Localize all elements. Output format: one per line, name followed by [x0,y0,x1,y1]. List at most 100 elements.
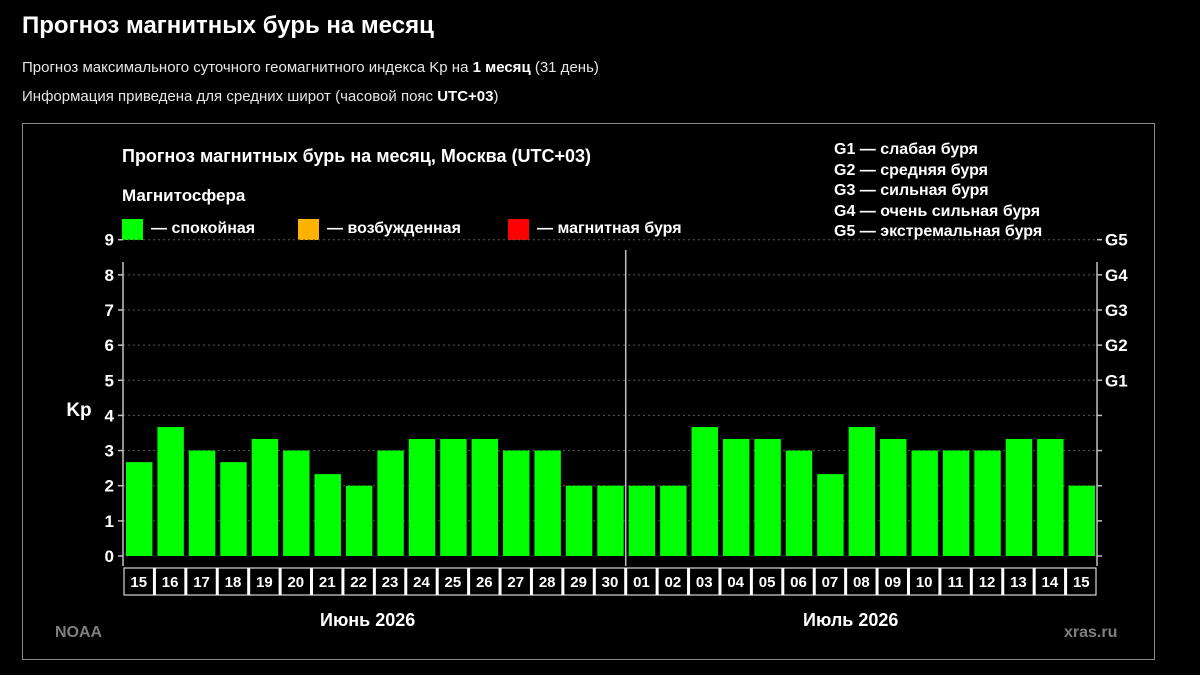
subtitle-forecast-prefix: Прогноз максимального суточного геомагни… [22,59,473,76]
date-cell-29 [1004,568,1033,595]
y-tick-label-7: 7 [105,301,114,320]
y-tick-label-5: 5 [105,371,114,390]
bar-25 [880,438,907,556]
bar-26 [911,450,938,556]
bar-9 [377,450,404,556]
legend-label-storm: — магнитная буря [537,220,682,237]
x-tick-label-7: 21 [319,574,336,591]
x-tick-label-15: 29 [570,574,587,591]
x-tick-label-31: 15 [1073,574,1090,591]
date-cell-26 [909,568,939,595]
date-cell-3 [187,568,216,595]
date-cell-12 [470,568,499,595]
g-tick-label-g5: G5 [1105,231,1128,250]
x-tick-label-26: 10 [916,574,933,591]
x-tick-label-8: 22 [350,574,367,591]
date-cell-25 [878,568,907,595]
date-cell-21 [752,568,782,595]
date-cell-15 [564,568,593,595]
date-cell-11 [438,568,468,595]
x-tick-label-3: 17 [193,574,210,591]
date-cell-30 [1035,568,1065,595]
subtitle-timezone: Информация приведена для средних широт (… [22,88,498,105]
date-cell-31 [1067,568,1096,595]
bar-29 [1005,438,1033,556]
date-cell-13 [501,568,530,595]
bar-6 [283,450,310,556]
date-cell-22 [784,568,813,595]
date-cell-1 [124,568,153,595]
bar-18 [660,485,687,556]
x-tick-label-17: 01 [633,574,650,591]
x-tick-label-23: 07 [822,574,839,591]
date-cell-27 [941,568,970,595]
x-tick-label-11: 25 [445,574,462,591]
g-scale-item-g4: G4 — очень сильная буря [834,202,1041,220]
date-cell-20 [721,568,750,595]
x-tick-label-19: 03 [696,574,713,591]
date-cell-5 [250,568,279,595]
g-scale-item-g1: G1 — слабая буря [834,141,979,158]
date-cell-6 [281,568,311,595]
subtitle-forecast-suffix: (31 день) [530,59,599,76]
legend-item-calm: — спокойная [122,218,255,240]
date-cell-7 [313,568,342,595]
x-tick-label-10: 24 [413,574,430,591]
date-cell-10 [407,568,436,595]
x-tick-label-30: 14 [1042,574,1059,591]
x-tick-label-1: 15 [130,574,147,591]
x-tick-label-4: 18 [225,574,242,591]
legend-swatch-storm [508,218,529,240]
bar-15 [565,485,593,556]
page-title: Прогноз магнитных бурь на месяц [22,12,434,39]
x-tick-label-9: 23 [382,574,399,591]
date-cell-17 [627,568,656,595]
g-scale-item-g3: G3 — сильная буря [834,182,989,199]
date-cell-28 [972,568,1002,595]
g-scale-legend: G1 — слабая буря G2 — средняя буря G3 — … [834,140,1042,243]
bar-14 [534,450,561,556]
bar-3 [188,450,216,556]
bar-27 [942,450,970,556]
x-tick-label-20: 04 [727,574,744,591]
bar-11 [440,438,467,556]
bar-8 [345,485,373,556]
x-tick-label-28: 12 [979,574,996,591]
date-cell-9 [375,568,405,595]
x-tick-label-12: 26 [476,574,493,591]
subtitle-timezone-suffix: ) [493,88,499,105]
y-tick-label-1: 1 [105,512,114,531]
y-tick-label-6: 6 [105,336,114,355]
bar-13 [503,450,530,556]
chart-title: Прогноз магнитных бурь на месяц, Москва … [122,146,591,166]
x-tick-label-18: 02 [664,574,681,591]
x-tick-label-21: 05 [759,574,776,591]
x-tick-label-24: 08 [853,574,870,591]
x-tick-label-22: 06 [790,574,807,591]
date-cell-18 [658,568,688,595]
month-label-june: Июнь 2026 [320,610,416,630]
x-tick-label-16: 30 [602,574,619,591]
x-tick-label-25: 09 [884,574,901,591]
date-cell-2 [155,568,185,595]
subtitle-timezone-value: UTC+03 [437,88,494,105]
date-cell-14 [532,568,562,595]
date-cell-19 [690,568,719,595]
y-axis-label: Kp [66,400,91,421]
subtitle-forecast: Прогноз максимального суточного геомагни… [22,59,599,76]
bar-5 [251,438,279,556]
bar-21 [754,438,781,556]
x-tick-label-27: 11 [948,574,964,591]
legend-label-excited: — возбужденная [327,220,461,237]
y-tick-label-3: 3 [105,442,114,461]
bar-19 [691,427,718,556]
x-tick-label-29: 13 [1010,574,1027,591]
source-label: NOAA [55,624,103,641]
y-tick-label-0: 0 [105,547,114,566]
month-label-july: Июль 2026 [803,610,899,630]
legend-swatch-excited [298,218,319,240]
legend-item-storm: — магнитная буря [508,218,682,240]
bar-4 [220,462,247,556]
site-label: xras.ru [1064,624,1118,641]
